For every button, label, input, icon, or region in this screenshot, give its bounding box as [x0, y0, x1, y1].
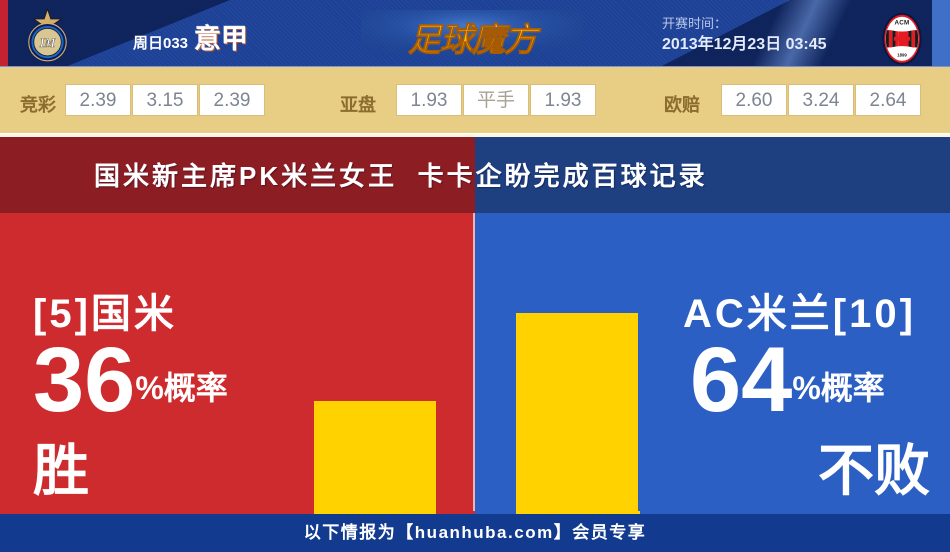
svg-text:ACM: ACM [895, 19, 910, 26]
svg-text:足球魔方: 足球魔方 [408, 21, 542, 58]
svg-text:1899: 1899 [897, 53, 907, 58]
svg-text:IM: IM [39, 36, 57, 50]
